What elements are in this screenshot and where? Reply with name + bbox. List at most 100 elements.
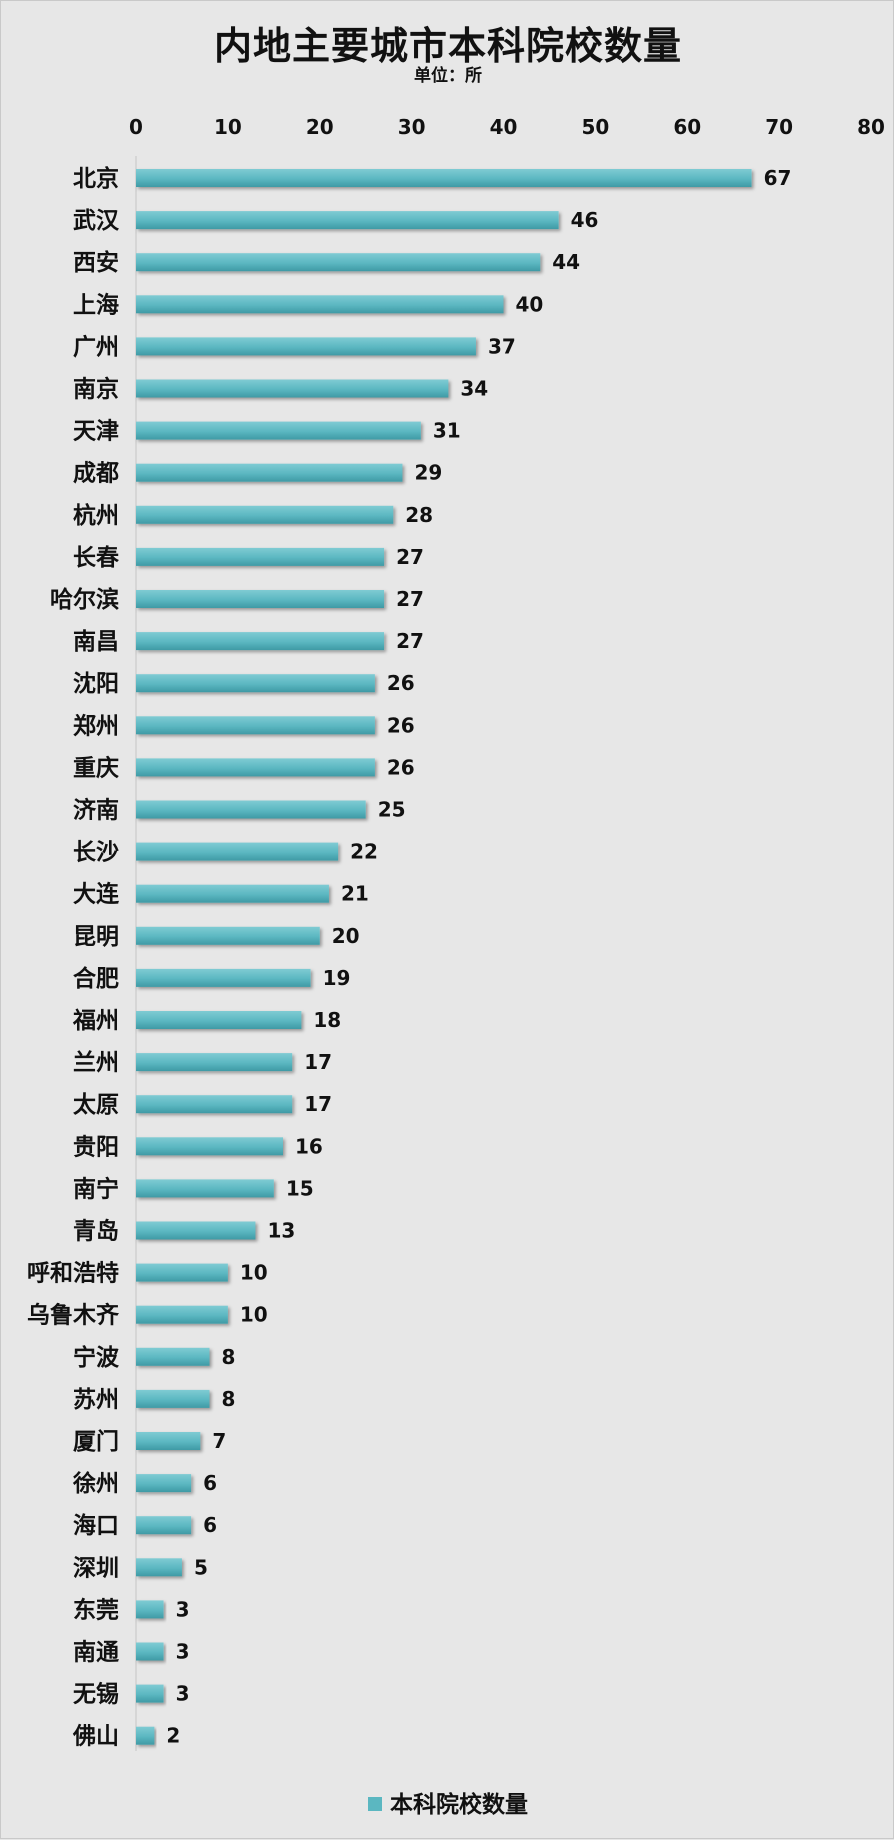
bar [136, 1137, 283, 1156]
data-label: 26 [387, 671, 415, 695]
x-tick-label: 20 [306, 115, 334, 139]
data-label: 27 [396, 545, 424, 569]
category-label: 南京 [73, 376, 119, 403]
bar [136, 1432, 201, 1450]
category-label: 广州 [73, 333, 119, 360]
bar [136, 716, 375, 735]
bar [136, 1053, 293, 1072]
x-tick-label: 30 [398, 115, 426, 139]
data-label: 13 [267, 1219, 295, 1243]
x-tick-label: 40 [490, 115, 518, 139]
bar [136, 926, 320, 945]
bar [136, 463, 403, 482]
x-tick-label: 50 [581, 115, 609, 139]
bar [136, 800, 366, 819]
data-label: 20 [332, 924, 360, 948]
category-label: 厦门 [73, 1428, 119, 1455]
category-label: 福州 [72, 1008, 119, 1034]
bar [136, 1221, 256, 1240]
data-label: 31 [433, 419, 461, 443]
data-label: 3 [176, 1640, 190, 1664]
data-label: 19 [323, 966, 351, 990]
bar [136, 674, 375, 693]
category-label: 济南 [73, 797, 119, 824]
category-label: 长春 [73, 545, 120, 571]
category-label: 青岛 [73, 1218, 119, 1245]
category-label: 天津 [73, 418, 119, 445]
bar [136, 295, 504, 314]
category-label: 太原 [73, 1092, 119, 1118]
data-label: 3 [176, 1682, 190, 1706]
bars-group [136, 169, 752, 1745]
bar [136, 211, 559, 230]
bar [136, 1011, 302, 1029]
bar [136, 1516, 192, 1535]
bar [136, 884, 329, 903]
data-label: 7 [212, 1429, 226, 1453]
bar [136, 1726, 155, 1745]
x-tick-label: 10 [214, 115, 242, 139]
data-label: 17 [304, 1092, 332, 1116]
category-label: 宁波 [73, 1344, 120, 1371]
data-label: 27 [396, 587, 424, 611]
bar [136, 1389, 210, 1408]
bar [136, 1263, 228, 1282]
data-label: 3 [176, 1597, 190, 1621]
bar [136, 505, 394, 524]
bar [136, 1642, 164, 1661]
data-label: 2 [166, 1724, 180, 1748]
legend-swatch [368, 1797, 382, 1811]
data-label: 28 [405, 503, 433, 527]
category-label: 沈阳 [73, 671, 119, 697]
data-label: 29 [414, 461, 442, 485]
bar [136, 632, 385, 651]
category-label: 兰州 [73, 1049, 119, 1076]
data-label: 26 [387, 713, 415, 737]
data-label: 17 [304, 1050, 332, 1074]
bar [136, 1305, 228, 1324]
data-label: 37 [488, 334, 516, 358]
data-label: 10 [240, 1303, 268, 1327]
x-tick-label: 80 [857, 115, 885, 139]
bar [136, 421, 421, 440]
category-label: 苏州 [73, 1387, 119, 1413]
bar [136, 379, 449, 398]
bar [136, 1095, 293, 1114]
bar [136, 590, 385, 608]
category-label: 海口 [73, 1512, 119, 1539]
category-label: 长沙 [73, 840, 119, 866]
category-label: 郑州 [73, 713, 119, 739]
category-label: 乌鲁木齐 [27, 1302, 120, 1329]
bar [136, 169, 752, 187]
bar [136, 1179, 274, 1198]
data-label: 67 [764, 166, 792, 190]
data-label: 10 [240, 1261, 268, 1285]
category-label: 重庆 [73, 754, 119, 781]
data-label: 18 [313, 1008, 341, 1032]
bar [136, 337, 476, 356]
data-label: 6 [203, 1471, 217, 1495]
bar [136, 842, 339, 861]
data-label: 8 [222, 1387, 236, 1411]
category-label: 武汉 [73, 208, 120, 234]
data-label: 44 [552, 250, 580, 274]
data-label: 5 [194, 1555, 208, 1579]
category-label: 贵阳 [73, 1134, 119, 1160]
x-tick-label: 60 [673, 115, 701, 139]
bar [136, 758, 375, 777]
data-label: 16 [295, 1134, 323, 1158]
data-label: 27 [396, 629, 424, 653]
data-label: 25 [378, 798, 406, 822]
category-label: 南宁 [73, 1175, 119, 1202]
data-label: 26 [387, 755, 415, 779]
bar [136, 547, 385, 566]
data-label: 22 [350, 840, 378, 864]
data-label: 8 [222, 1345, 236, 1369]
category-label: 徐州 [72, 1470, 119, 1497]
data-label: 46 [571, 208, 599, 232]
category-label: 南昌 [73, 629, 119, 655]
legend: 本科院校数量 [1, 1785, 894, 1819]
chart-title: 内地主要城市本科院校数量 [213, 24, 682, 68]
